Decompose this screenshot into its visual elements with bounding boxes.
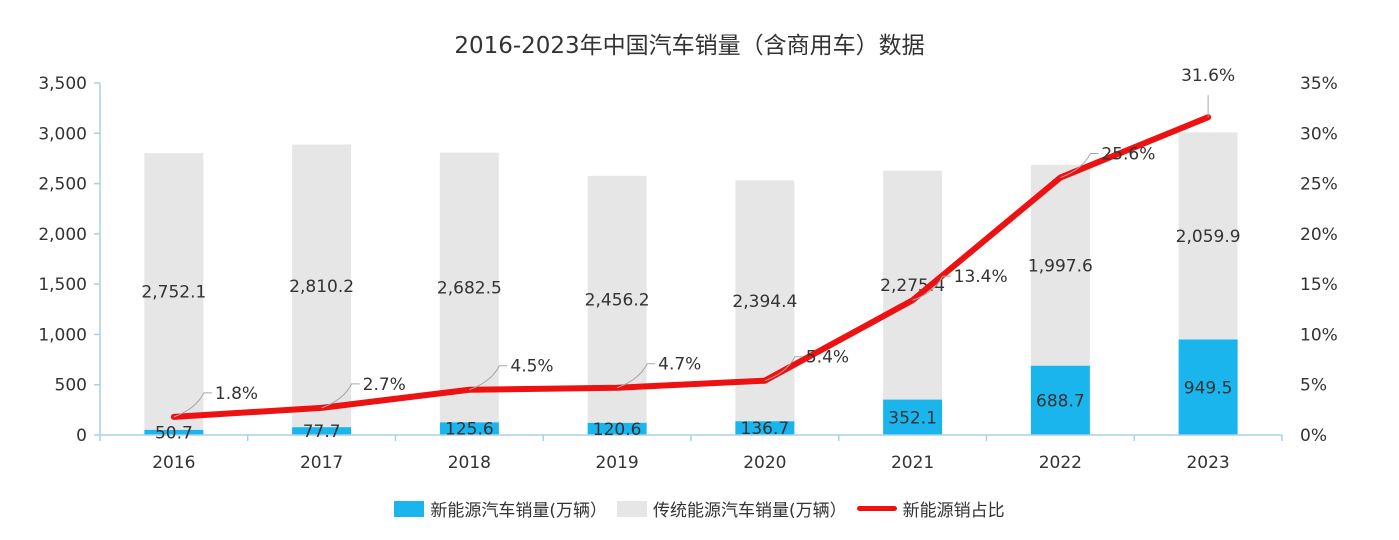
data-label-nev: 50.7 xyxy=(155,423,193,443)
legend-swatch-ice xyxy=(617,500,647,517)
bar-nev-2021 xyxy=(883,399,943,435)
data-label-nev: 77.7 xyxy=(303,422,341,442)
data-label-share: 25.6% xyxy=(1101,145,1155,165)
legend-label-ice: 传统能源汽车销量(万辆） xyxy=(653,501,847,521)
y-tick-label: 1,500 xyxy=(38,275,87,295)
chart-title: 2016-2023年中国汽车销量（含商用车）数据 xyxy=(454,33,925,59)
y2-tick-label: 15% xyxy=(1300,275,1338,295)
data-label-ice: 2,394.4 xyxy=(732,292,797,312)
x-tick-label: 2018 xyxy=(448,453,491,473)
y-tick-label: 3,500 xyxy=(38,74,87,94)
legend-swatch-nev xyxy=(394,500,425,517)
chart-plot: 0 500 1,000 1,500 2,000 2,500 3,000 3,500 0% 5% 10… xyxy=(38,66,1338,473)
data-label-ice: 2,275.4 xyxy=(880,276,945,296)
data-label-share: 4.7% xyxy=(658,355,701,375)
legend-item-nev-sales[interactable]: 新能源汽车销量(万辆） xyxy=(394,496,607,521)
data-label-ice: 2,456.2 xyxy=(585,290,650,310)
y-tick-label: 2,000 xyxy=(38,225,87,245)
legend-swatch-share xyxy=(856,506,897,511)
x-tick-label: 2023 xyxy=(1186,453,1229,473)
data-label-share: 5.4% xyxy=(806,348,849,368)
bar-ice-2022 xyxy=(1030,164,1090,366)
bar-ice-2018 xyxy=(439,152,499,423)
legend-label-nev: 新能源汽车销量(万辆） xyxy=(430,501,607,521)
bar-nev-2016 xyxy=(144,429,204,435)
line-nev-share xyxy=(170,114,1212,420)
y2-tick-label: 0% xyxy=(1300,426,1327,446)
y2-tick-label: 5% xyxy=(1300,376,1327,396)
leader-line xyxy=(912,275,951,301)
x-tick-label: 2020 xyxy=(743,453,786,473)
data-label-nev: 136.7 xyxy=(741,419,790,439)
leader-line xyxy=(616,363,656,389)
legend-label-share: 新能源销占比 xyxy=(902,501,1005,521)
data-label-share: 13.4% xyxy=(954,267,1008,287)
leader-line xyxy=(764,356,803,382)
y2-tick-label: 25% xyxy=(1300,175,1338,195)
y2-tick-label: 10% xyxy=(1300,325,1338,345)
bar-ice-2017 xyxy=(292,144,352,428)
bar-nev-2020 xyxy=(735,421,795,435)
leader-line xyxy=(321,383,360,409)
bar-nev-2019 xyxy=(587,422,647,435)
x-tick-label: 2019 xyxy=(595,453,638,473)
y-tick-label: 2,500 xyxy=(38,175,87,195)
y2-tick-label: 20% xyxy=(1300,225,1338,245)
data-label-nev: 120.6 xyxy=(593,420,642,440)
data-label-nev: 688.7 xyxy=(1036,391,1085,411)
data-label-share: 2.7% xyxy=(363,375,406,395)
x-tick-label: 2021 xyxy=(891,453,934,473)
data-label-share: 4.5% xyxy=(510,357,553,377)
data-label-nev: 352.1 xyxy=(888,408,937,428)
data-label-nev: 949.5 xyxy=(1184,378,1233,398)
bar-ice-2016 xyxy=(144,153,204,430)
x-tick-label: 2022 xyxy=(1039,453,1082,473)
data-label-ice: 2,682.5 xyxy=(437,278,502,298)
leader-line xyxy=(173,392,212,418)
data-label-ice: 1,997.6 xyxy=(1028,256,1093,276)
bar-nev-2017 xyxy=(292,427,352,435)
bar-nev-2018 xyxy=(439,422,499,435)
x-tick-label: 2017 xyxy=(300,453,343,473)
leader-line xyxy=(469,365,508,391)
legend-item-ice-sales[interactable]: 传统能源汽车销量(万辆） xyxy=(617,496,847,521)
data-label-nev: 125.6 xyxy=(445,420,494,440)
bar-nev-2022 xyxy=(1030,365,1090,435)
y-tick-label: 500 xyxy=(55,376,87,396)
y2-tick-label: 30% xyxy=(1300,124,1338,144)
bar-ice-2023 xyxy=(1178,132,1238,340)
bar-ice-2019 xyxy=(587,175,647,423)
data-label-share: 1.8% xyxy=(215,384,258,404)
data-label-ice: 2,059.9 xyxy=(1176,227,1241,247)
y-tick-label: 1,000 xyxy=(38,325,87,345)
legend-item-nev-share[interactable]: 新能源销占比 xyxy=(856,496,1005,521)
leader-line xyxy=(1060,153,1099,179)
chart-legend: 新能源汽车销量(万辆） 传统能源汽车销量(万辆） 新能源销占比 xyxy=(0,496,1399,521)
bar-nev-2023 xyxy=(1178,339,1238,435)
data-label-share: 31.6% xyxy=(1181,66,1235,86)
y2-tick-label: 35% xyxy=(1300,74,1338,94)
data-label-ice: 2,752.1 xyxy=(141,283,206,303)
y-tick-label: 3,000 xyxy=(38,124,87,144)
data-label-ice: 2,810.2 xyxy=(289,277,354,297)
x-tick-label: 2016 xyxy=(152,453,195,473)
y-tick-label: 0 xyxy=(76,426,87,446)
